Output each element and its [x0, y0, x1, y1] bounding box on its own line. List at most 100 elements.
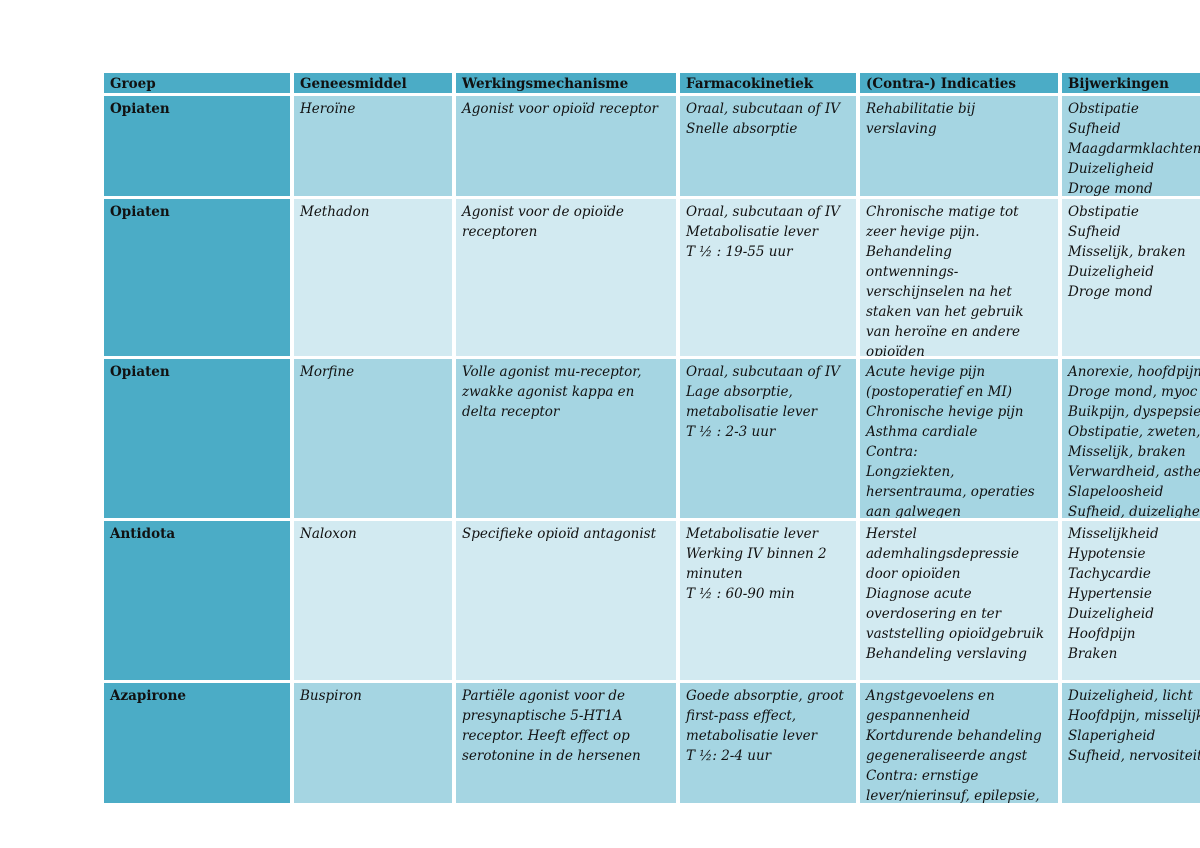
cell-kinetiek: Oraal, subcutaan of IV Lage absorptie, met… — [680, 359, 856, 518]
bijwerkingen-line: Sufheid — [1068, 224, 1121, 240]
header-label: (Contra-) Indicaties — [866, 76, 1016, 92]
bijwerkingen-line: Braken — [1068, 646, 1118, 662]
indicaties-line: Kortdurende behandeling — [866, 728, 1042, 744]
mechanisme-line: Specifieke opioïd antagonist — [462, 526, 657, 542]
cell-middel: Heroïne — [294, 96, 452, 196]
indicaties-line: (postoperatief en MI) — [866, 384, 1013, 400]
indicaties-line: gegeneraliseerde angst — [866, 748, 1028, 764]
groep-text: Opiaten — [110, 364, 170, 380]
indicaties-line: Longziekten, — [866, 464, 955, 480]
indicaties-line: Chronische matige tot — [866, 204, 1019, 220]
cell-groep: Antidota — [104, 521, 290, 680]
indicaties-line: Diagnose acute — [866, 586, 972, 602]
indicaties-line: Rehabilitatie bij — [866, 101, 976, 117]
header-label: Farmacokinetiek — [686, 76, 814, 92]
kinetiek-line: Werking IV binnen 2 — [686, 546, 827, 562]
bijwerkingen-line: Misselijk, braken — [1068, 444, 1186, 460]
cell-indicaties: Angstgevoelens en gespannenheid Kortdurend… — [860, 683, 1058, 803]
cell-bijwerkingen: Misselijkheid Hypotensie Tachycardie Hypert… — [1062, 521, 1200, 680]
cell-bijwerkingen: Obstipatie Sufheid Maagdarmklachten Duizeli… — [1062, 96, 1200, 196]
cell-groep: Azapirone — [104, 683, 290, 803]
cell-bijwerkingen: Duizeligheid, licht Hoofdpijn, misselijk S… — [1062, 683, 1200, 803]
kinetiek-line: Oraal, subcutaan of IV — [686, 101, 841, 117]
indicaties-line: door opioïden — [866, 566, 961, 582]
indicaties-line: Chronische hevige pijn — [866, 404, 1024, 420]
bijwerkingen-line: Sufheid, nervositeit — [1068, 748, 1200, 764]
header-cell: (Contra-) Indicaties — [860, 73, 1058, 93]
kinetiek-line: Goede absorptie, groot — [686, 688, 844, 704]
indicaties-line: Contra: — [866, 444, 918, 460]
kinetiek-line: T ½: 2-4 uur — [686, 748, 772, 764]
bijwerkingen-line: Hypotensie — [1068, 546, 1146, 562]
bijwerkingen-line: Duizeligheid — [1068, 161, 1154, 177]
bijwerkingen-line: Droge mond — [1068, 181, 1153, 196]
middel-text: Buspiron — [300, 688, 362, 704]
groep-text: Opiaten — [110, 101, 170, 117]
mechanisme-line: delta receptor — [462, 404, 560, 420]
kinetiek-line: metabolisatie lever — [686, 404, 818, 420]
kinetiek-line: metabolisatie lever — [686, 728, 818, 744]
indicaties-line: opioïden — [866, 344, 925, 356]
bijwerkingen-line: Duizeligheid — [1068, 264, 1154, 280]
cell-mechanisme: Specifieke opioïd antagonist — [456, 521, 676, 680]
bijwerkingen-line: Duizeligheid, licht — [1068, 688, 1193, 704]
indicaties-line: Angstgevoelens en — [866, 688, 995, 704]
groep-text: Antidota — [110, 526, 176, 542]
mechanisme-line: Agonist voor opioïd receptor — [462, 101, 658, 117]
cell-middel: Buspiron — [294, 683, 452, 803]
kinetiek-line: minuten — [686, 566, 743, 582]
kinetiek-line: T ½ : 60-90 min — [686, 586, 795, 602]
kinetiek-line: Metabolisatie lever — [686, 526, 819, 542]
indicaties-line: van heroïne en andere — [866, 324, 1021, 340]
bijwerkingen-line: Hoofdpijn, misselijk — [1068, 708, 1200, 724]
bijwerkingen-line: Anorexie, hoofdpijn — [1068, 364, 1200, 380]
bijwerkingen-line: Slapeloosheid — [1068, 484, 1164, 500]
header-label: Geneesmiddel — [300, 76, 407, 92]
mechanisme-line: zwakke agonist kappa en — [462, 384, 635, 400]
middel-text: Methadon — [300, 204, 370, 220]
cell-mechanisme: Agonist voor opioïd receptor — [456, 96, 676, 196]
kinetiek-line: first-pass effect, — [686, 708, 797, 724]
mechanisme-line: Agonist voor de opioïde — [462, 204, 624, 220]
kinetiek-line: T ½ : 19-55 uur — [686, 244, 793, 260]
indicaties-line: lever/nierinsuf, epilepsie, — [866, 788, 1040, 803]
cell-groep: Opiaten — [104, 359, 290, 518]
cell-groep: Opiaten — [104, 96, 290, 196]
cell-bijwerkingen: Obstipatie Sufheid Misselijk, braken Duizel… — [1062, 199, 1200, 356]
bijwerkingen-line: Hypertensie — [1068, 586, 1152, 602]
middel-text: Morfine — [300, 364, 355, 380]
bijwerkingen-line: Slaperigheid — [1068, 728, 1156, 744]
indicaties-line: vaststelling opioïdgebruik — [866, 626, 1045, 642]
mechanisme-line: Volle agonist mu-receptor, — [462, 364, 642, 380]
bijwerkingen-line: Maagdarmklachten — [1068, 141, 1200, 157]
kinetiek-line: T ½ : 2-3 uur — [686, 424, 776, 440]
bijwerkingen-line: Sufheid, duizelighe — [1068, 504, 1200, 518]
middel-text: Heroïne — [300, 101, 356, 117]
indicaties-line: aan galwegen — [866, 504, 961, 518]
groep-text: Azapirone — [110, 688, 186, 704]
indicaties-line: ontwennings- — [866, 264, 959, 280]
indicaties-line: gespannenheid — [866, 708, 970, 724]
kinetiek-line: Oraal, subcutaan of IV — [686, 204, 841, 220]
bijwerkingen-line: Tachycardie — [1068, 566, 1151, 582]
cell-kinetiek: Oraal, subcutaan of IV Metabolisatie leve… — [680, 199, 856, 356]
mechanisme-line: presynaptische 5-HT1A — [462, 708, 623, 724]
bijwerkingen-line: Misselijkheid — [1068, 526, 1159, 542]
indicaties-line: staken van het gebruik — [866, 304, 1024, 320]
mechanisme-line: receptoren — [462, 224, 538, 240]
header-cell: Farmacokinetiek — [680, 73, 856, 93]
header-label: Werkingsmechanisme — [462, 76, 629, 92]
header-cell: Groep — [104, 73, 290, 93]
bijwerkingen-line: Buikpijn, dyspepsie — [1068, 404, 1200, 420]
header-cell: Werkingsmechanisme — [456, 73, 676, 93]
cell-kinetiek: Oraal, subcutaan of IV Snelle absorptie — [680, 96, 856, 196]
cell-groep: Opiaten — [104, 199, 290, 356]
middel-text: Naloxon — [300, 526, 357, 542]
indicaties-line: hersentrauma, operaties — [866, 484, 1035, 500]
bijwerkingen-line: Verwardheid, asthe — [1068, 464, 1200, 480]
kinetiek-line: Oraal, subcutaan of IV — [686, 364, 841, 380]
indicaties-line: verschijnselen na het — [866, 284, 1012, 300]
indicaties-line: verslaving — [866, 121, 937, 137]
cell-middel: Methadon — [294, 199, 452, 356]
cell-kinetiek: Metabolisatie lever Werking IV binnen 2 mi… — [680, 521, 856, 680]
